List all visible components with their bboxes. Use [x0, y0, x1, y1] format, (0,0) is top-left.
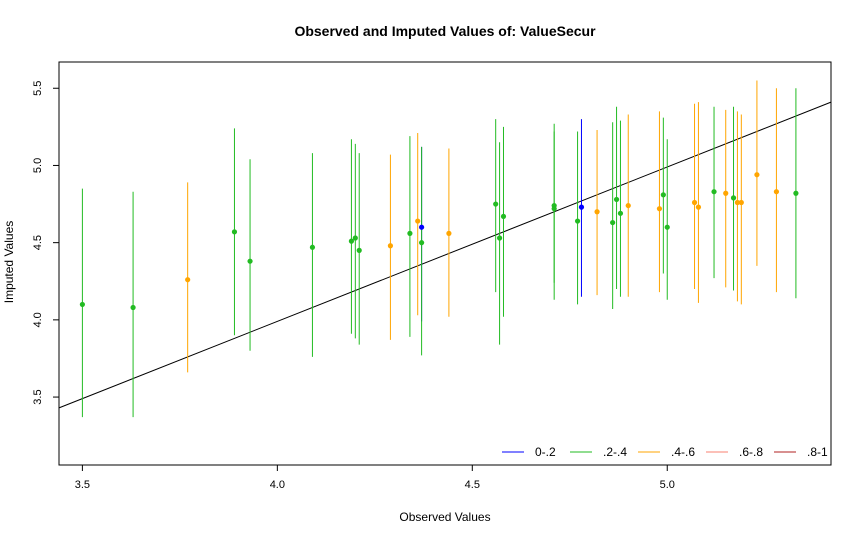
legend-label: .6-.8	[739, 445, 763, 459]
data-point	[247, 258, 253, 264]
plot-frame	[58, 61, 832, 466]
data-point	[711, 189, 717, 195]
y-axis: 3.5 4.0 4.5 5.0 5.5	[32, 81, 59, 405]
legend-label: 0-.2	[535, 445, 556, 459]
data-point	[500, 213, 507, 220]
data-point	[551, 206, 557, 212]
data-point	[617, 210, 624, 216]
data-point	[130, 304, 136, 311]
data-point	[231, 229, 238, 235]
chart-title: Observed and Imputed Values of: ValueSec…	[294, 23, 596, 39]
data-point	[660, 192, 666, 198]
data-point	[419, 240, 425, 246]
data-point	[79, 301, 85, 308]
y-tick-label: 5.0	[32, 158, 44, 173]
x-tick-label: 5.0	[660, 479, 675, 491]
data-point	[574, 218, 581, 224]
data-point	[691, 199, 698, 206]
data-point	[723, 190, 729, 196]
data-point	[594, 209, 600, 215]
data-point	[496, 235, 503, 241]
data-point	[695, 204, 702, 210]
y-tick-label: 4.0	[32, 312, 44, 327]
interval-layer	[81, 80, 797, 418]
x-axis: 3.5 4.0 4.5 5.0	[75, 465, 675, 491]
y-tick-label: 3.5	[32, 389, 44, 404]
y-tick-label: 5.5	[32, 81, 44, 96]
data-point	[185, 277, 191, 283]
reference-line	[58, 101, 832, 409]
legend-label: .8-1	[807, 445, 828, 459]
x-axis-label: Observed Values	[399, 510, 490, 524]
x-tick-label: 4.5	[465, 479, 480, 491]
data-point	[493, 201, 499, 207]
data-point	[419, 224, 425, 230]
data-point	[446, 230, 452, 236]
data-point	[754, 172, 760, 178]
data-point	[578, 204, 585, 210]
point-layer	[79, 172, 799, 311]
x-tick-label: 3.5	[75, 479, 90, 491]
reference-line-layer	[58, 101, 832, 409]
data-point	[352, 235, 358, 241]
y-axis-label: Imputed Values	[2, 221, 16, 304]
legend-label: .2-.4	[603, 445, 627, 459]
y-tick-label: 4.5	[32, 235, 44, 250]
data-point	[407, 230, 413, 236]
data-point	[625, 202, 631, 209]
data-point	[656, 206, 663, 212]
data-point	[793, 190, 799, 196]
data-point	[415, 218, 421, 224]
x-tick-label: 4.0	[270, 479, 285, 491]
data-point	[734, 199, 741, 206]
data-point	[610, 219, 616, 226]
data-point	[348, 238, 355, 244]
data-point	[664, 224, 670, 230]
data-point	[738, 199, 744, 206]
data-point	[730, 195, 737, 201]
data-point	[309, 244, 316, 250]
legend-label: .4-.6	[671, 445, 695, 459]
legend: 0-.2 .2-.4 .4-.6 .6-.8 .8-1	[502, 445, 828, 459]
data-point	[613, 196, 620, 203]
data-point	[356, 247, 362, 253]
data-point	[773, 189, 780, 195]
data-point	[387, 243, 394, 249]
